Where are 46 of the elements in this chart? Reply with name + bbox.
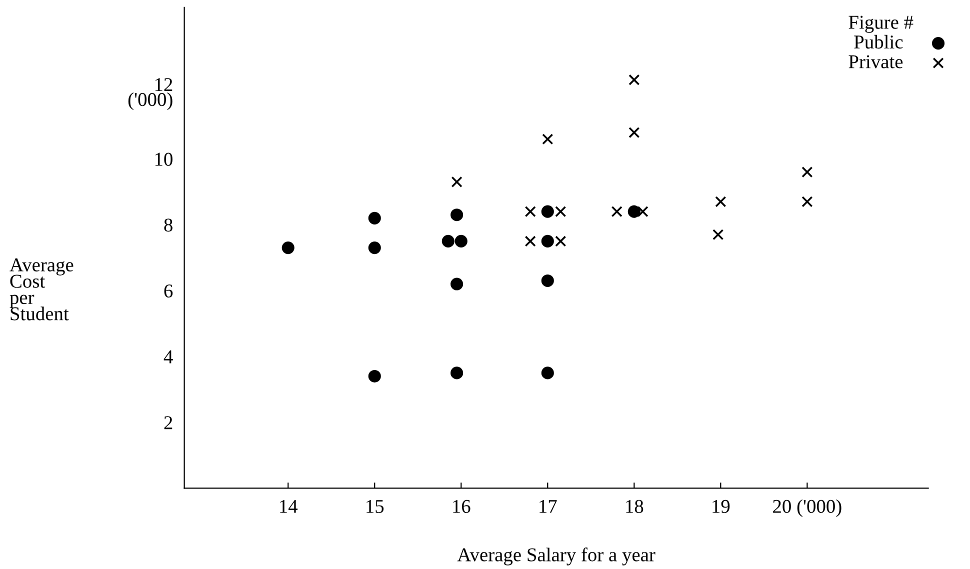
x-tick-label: 20 ('000) [773,499,842,517]
point [442,234,454,248]
y-tick-label: 10 [155,152,172,166]
point [715,196,726,208]
point [637,206,648,218]
x-tick-label: 19 [712,500,730,513]
point [368,242,381,254]
point [524,236,536,247]
x-tick-label: 14 [280,500,298,513]
point [454,234,468,248]
point [451,176,462,188]
point [450,208,464,222]
point [524,206,536,218]
y-tick-label: 8 [164,218,172,232]
point [628,205,640,218]
point [555,236,566,247]
point [628,126,640,138]
point [555,206,566,218]
point [628,74,640,86]
legend-label: Public [854,34,903,49]
y-tick-label: 12 ('000) [128,78,172,110]
point [368,370,381,383]
x-tick-label: 15 [366,500,384,513]
x-axis-title: Average Salary for a year [457,548,656,566]
point [541,366,554,380]
y-axis-title: Average Cost per Student [10,258,74,320]
y-tick-label: 2 [164,416,172,430]
x-tick-label: 18 [626,500,644,513]
point [542,134,554,145]
point [282,242,294,254]
point [541,205,554,218]
legend-label: Private [848,55,903,68]
x-tick-label: 16 [453,500,470,513]
legend-title: Figure # [848,16,914,33]
point [802,196,813,208]
point [611,206,622,218]
y-tick-label: 6 [164,284,173,298]
point [541,274,554,288]
point [368,212,381,224]
point [802,166,813,178]
y-tick-label: 4 [164,350,173,364]
point [541,234,554,248]
point [450,278,464,290]
point [450,366,464,380]
x-tick-label: 17 [540,500,557,513]
point [712,229,724,240]
